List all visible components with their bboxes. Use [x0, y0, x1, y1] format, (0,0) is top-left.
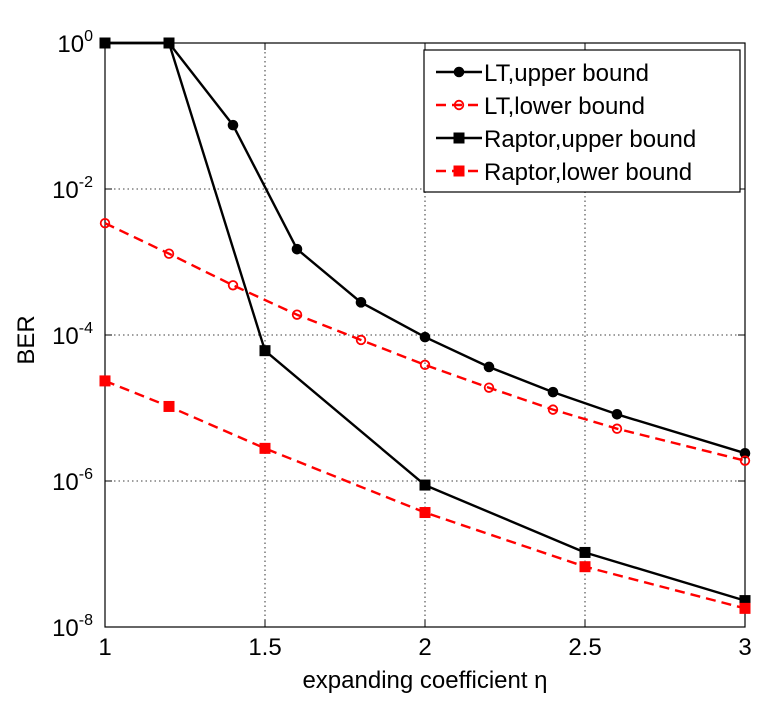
data-point: [355, 297, 367, 308]
data-point: [419, 359, 431, 371]
y-tick-base: 10: [52, 323, 79, 350]
y-tick-exponent: 0: [84, 28, 93, 45]
x-axis-label: expanding coefficient η: [302, 667, 547, 694]
legend-item: LT,lower bound: [436, 93, 645, 120]
data-point: [483, 382, 495, 393]
data-point: [547, 386, 559, 398]
data-point: [611, 408, 623, 420]
legend-marker: [453, 66, 465, 78]
data-point: [739, 602, 751, 614]
series-line: [104, 222, 746, 462]
series-1: [99, 218, 751, 466]
data-point: [163, 248, 175, 259]
data-point: [99, 37, 111, 49]
legend-label: Raptor,lower bound: [484, 159, 692, 186]
legend-marker: [453, 132, 465, 144]
y-axis-label: BER: [13, 315, 40, 364]
data-point: [291, 243, 303, 255]
data-point: [99, 218, 111, 229]
y-tick-label: 10-8: [52, 612, 93, 642]
x-tick-label: 1.5: [248, 634, 281, 661]
legend-item: Raptor,lower bound: [436, 159, 692, 186]
legend-label: Raptor,upper bound: [484, 126, 696, 153]
y-tick-label: 100: [57, 28, 93, 58]
data-point: [291, 309, 303, 320]
data-point: [419, 507, 431, 519]
y-tick-exponent: -8: [79, 612, 93, 629]
y-tick-exponent: -4: [79, 320, 93, 337]
y-tick-exponent: -2: [79, 174, 93, 191]
data-point: [739, 455, 751, 466]
data-point: [99, 375, 111, 387]
y-tick-base: 10: [52, 469, 79, 496]
data-point: [579, 561, 591, 573]
data-point: [579, 546, 591, 558]
data-point: [227, 280, 239, 291]
y-tick-base: 10: [57, 31, 84, 58]
series-layer: [99, 37, 751, 614]
series-3: [99, 375, 751, 614]
legend: LT,upper bound LT,lower bound Raptor,upper…: [423, 49, 741, 193]
legend-marker: [453, 165, 465, 177]
x-tick-label: 2.5: [568, 634, 601, 661]
data-point: [355, 334, 367, 346]
x-tick-label: 2: [418, 634, 431, 661]
data-point: [419, 479, 431, 491]
series-0: [99, 37, 751, 459]
data-point: [611, 423, 623, 434]
data-point: [259, 345, 271, 357]
data-point: [547, 404, 559, 415]
series-line: [105, 41, 746, 455]
legend-marker: [453, 99, 465, 111]
data-point: [739, 447, 751, 459]
y-tick-label: 10-2: [52, 174, 93, 204]
y-tick-base: 10: [52, 177, 79, 204]
y-tick-label: 10-4: [52, 320, 93, 350]
data-point: [419, 331, 431, 343]
legend-item: Raptor,upper bound: [436, 126, 696, 153]
x-tick-label: 3: [738, 634, 751, 661]
legend-item: LT,upper bound: [436, 60, 649, 87]
data-point: [483, 361, 495, 373]
legend-label: LT,upper bound: [484, 60, 649, 87]
data-point: [259, 442, 271, 454]
series-line: [104, 379, 746, 610]
legend-box: [423, 49, 741, 193]
data-point: [227, 119, 239, 131]
series-line: [105, 41, 746, 602]
legend-label: LT,lower bound: [484, 93, 645, 120]
data-point: [163, 400, 175, 412]
series-2: [99, 37, 751, 607]
y-tick-exponent: -6: [79, 466, 93, 483]
y-tick-label: 10-6: [52, 466, 93, 496]
data-point: [163, 37, 175, 49]
y-tick-base: 10: [52, 615, 79, 642]
x-tick-label: 1: [98, 634, 111, 661]
